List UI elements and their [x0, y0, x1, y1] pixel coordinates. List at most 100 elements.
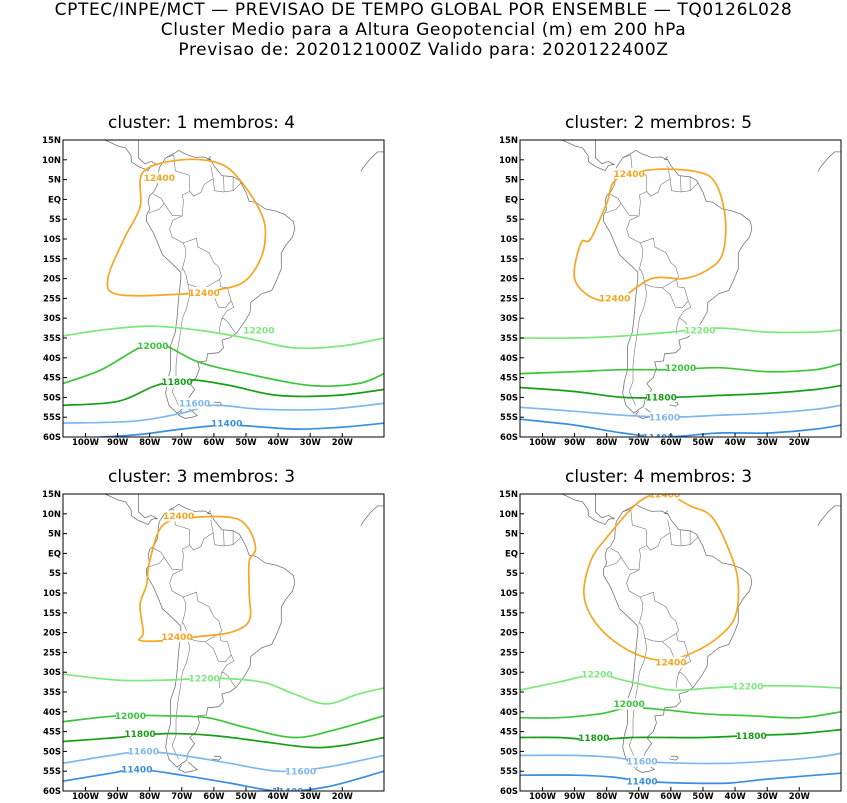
lat-label: 30S	[500, 314, 518, 324]
contour-label-bg	[116, 710, 145, 722]
lon-label: 30W	[300, 792, 322, 802]
lon-label: 50W	[692, 438, 714, 448]
country-border	[669, 178, 699, 193]
contour-label: 11800	[161, 378, 192, 388]
contour-label-bg	[164, 510, 193, 522]
country-border	[646, 165, 671, 197]
contour-label-bg	[737, 730, 766, 742]
contour-label: 11400	[121, 766, 152, 776]
contour-label-bg	[666, 362, 695, 374]
country-border	[148, 557, 165, 568]
lon-label: 60W	[203, 438, 225, 448]
country-border	[171, 638, 191, 760]
contour-label: 12200	[581, 671, 612, 681]
contour-label: 12400	[613, 170, 644, 180]
contour-12000	[520, 706, 841, 719]
contour-label: 12000	[613, 700, 644, 710]
contour-label-bg	[647, 391, 676, 403]
lat-label: 25S	[500, 648, 518, 658]
contour-label: 11400	[211, 419, 242, 429]
contour-label-bg	[644, 431, 672, 437]
contour-label: 12400	[599, 295, 630, 305]
lon-label: 80W	[139, 438, 161, 448]
lat-label: 20S	[500, 629, 518, 639]
country-border	[605, 557, 622, 568]
lat-label: 20S	[500, 275, 518, 285]
lat-label: 10S	[43, 589, 61, 599]
country-border	[676, 672, 679, 689]
lat-label: 45S	[500, 374, 518, 384]
country-border	[610, 154, 648, 217]
lat-label: 60S	[500, 433, 518, 443]
contour-11400	[520, 418, 841, 437]
contour-label: 11600	[179, 400, 210, 410]
lon-label: 20W	[789, 792, 811, 802]
lat-label: 20S	[43, 275, 61, 285]
country-border	[205, 633, 232, 663]
lat-label: 10S	[500, 235, 518, 245]
lat-label: EQ	[48, 549, 61, 559]
lat-label: 45S	[43, 728, 61, 738]
lat-label: 40S	[43, 354, 61, 364]
country-border	[223, 175, 225, 192]
lat-label: 40S	[43, 708, 61, 718]
south-america-coastline	[146, 503, 296, 768]
lat-label: 35S	[43, 688, 61, 698]
country-border	[639, 237, 679, 289]
contour-label: 12400	[649, 490, 680, 500]
lat-label: 50S	[43, 747, 61, 757]
lon-label: 90W	[107, 792, 129, 802]
contour-11600	[520, 752, 841, 765]
south-america-coastline	[603, 503, 753, 768]
coast-segment	[817, 151, 841, 172]
figure-title-line-3: Previsao de: 2020121000Z Valido para: 20…	[178, 40, 669, 60]
lat-label: 10S	[43, 235, 61, 245]
lat-label: 50S	[43, 393, 61, 403]
lon-label: 70W	[171, 792, 193, 802]
contour-12200	[63, 325, 384, 350]
panel-title: cluster: 1 membros: 4	[108, 113, 296, 133]
lat-label: 5N	[48, 530, 61, 540]
lat-label: 60S	[43, 787, 61, 797]
contour-11400	[63, 768, 384, 791]
contour-12200	[520, 327, 841, 339]
country-border	[212, 178, 242, 193]
lat-label: 40S	[500, 354, 518, 364]
contour-label: 12200	[684, 326, 715, 336]
contour-label: 11800	[646, 394, 677, 404]
contour-11800	[63, 732, 384, 749]
contour-label: 12000	[665, 364, 696, 374]
lat-label: 10N	[499, 156, 518, 166]
contour-12400	[573, 168, 727, 302]
lat-label: 30S	[43, 314, 61, 324]
contour-11400	[520, 772, 841, 785]
contour-label-bg	[656, 656, 685, 668]
contour-11600	[63, 402, 384, 424]
contour-label-bg	[145, 172, 174, 184]
lon-label: 40W	[724, 438, 746, 448]
lon-label: 60W	[203, 792, 225, 802]
lat-label: 45S	[43, 374, 61, 384]
lon-label: 80W	[139, 792, 161, 802]
lat-label: 5N	[48, 176, 61, 186]
country-border	[212, 532, 242, 547]
contour-label-bg	[180, 397, 209, 409]
lon-label: 30W	[757, 792, 779, 802]
contour-label: 12400	[189, 289, 220, 299]
contour-label: 12400	[655, 659, 686, 669]
lon-label: 70W	[628, 438, 650, 448]
contour-label-bg	[733, 680, 762, 692]
panel-title: cluster: 4 membros: 3	[565, 467, 753, 487]
contour-label-bg	[286, 765, 315, 777]
country-border	[680, 175, 682, 192]
lat-label: 5S	[506, 215, 518, 225]
contour-label: 11800	[735, 732, 766, 742]
country-border	[639, 591, 679, 643]
coast-segment	[664, 156, 669, 161]
contour-label-bg	[212, 417, 241, 429]
lon-label: 90W	[107, 438, 129, 448]
coast-segment	[207, 156, 212, 161]
lon-label: 40W	[724, 792, 746, 802]
contour-label-bg	[615, 168, 644, 180]
lon-label: 50W	[235, 792, 257, 802]
